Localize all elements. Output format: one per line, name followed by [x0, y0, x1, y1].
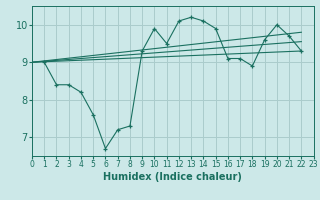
X-axis label: Humidex (Indice chaleur): Humidex (Indice chaleur) — [103, 172, 242, 182]
